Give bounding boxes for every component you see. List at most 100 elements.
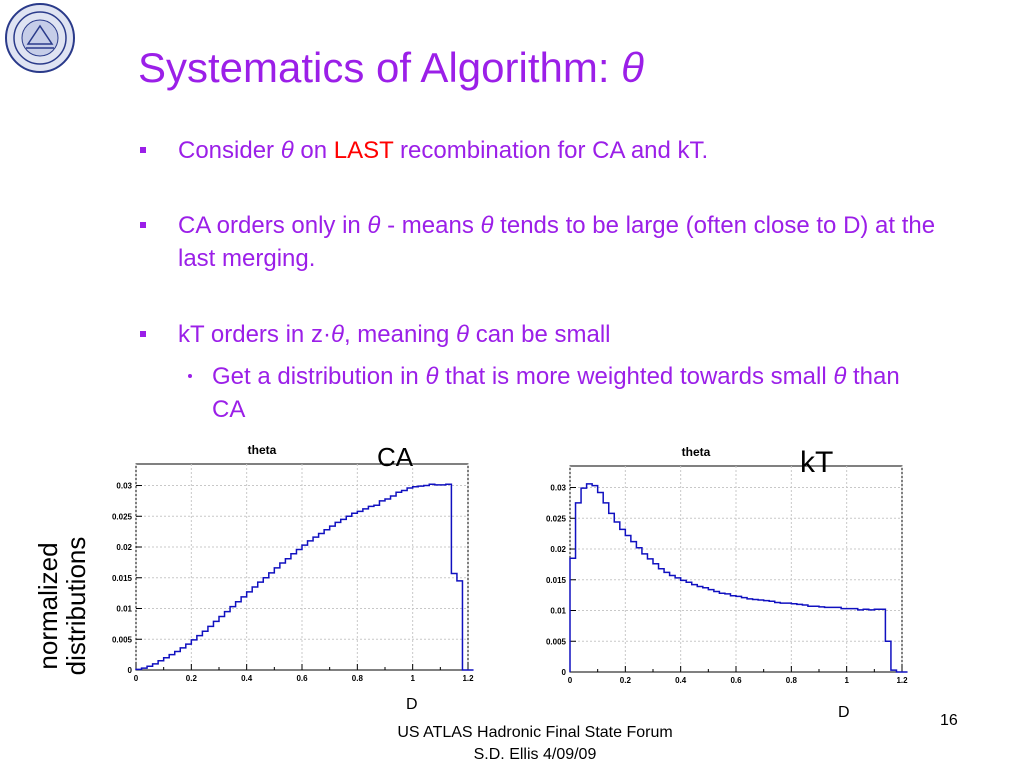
ca-histogram-bin	[396, 492, 402, 670]
ca-y-tick-label: 0	[128, 666, 133, 675]
kt-y-tick-label: 0.02	[550, 545, 566, 554]
ca-histogram-bin	[247, 592, 253, 670]
ca-x-tick-label: 0	[134, 674, 139, 683]
kt-histogram-bin	[725, 594, 731, 672]
kt-histogram-bin	[841, 609, 847, 672]
kt-histogram-bin	[653, 564, 659, 672]
kt-histogram-bin	[808, 606, 814, 672]
kt-histogram-bin	[581, 488, 587, 672]
highlight-text: LAST	[333, 137, 394, 164]
ca-histogram-bin	[363, 509, 369, 670]
ca-histogram-bin	[335, 522, 341, 670]
kt-d-marker-label: D	[838, 704, 850, 721]
ca-histogram-bin	[424, 486, 430, 670]
ca-histogram-bin	[274, 568, 280, 670]
kt-histogram-bin	[670, 575, 676, 672]
bullet-text-part: tends to be large (often close to D) at …	[178, 212, 936, 272]
kt-histogram-bin	[769, 601, 775, 672]
kt-caption: kT	[800, 446, 834, 479]
kt-title: theta	[682, 445, 711, 459]
footer-line: US ATLAS Hadronic Final State Forum	[397, 724, 673, 741]
kt-histogram-bin	[836, 607, 842, 672]
theta-symbol: θ	[330, 321, 344, 348]
kt-histogram-bin	[675, 578, 681, 672]
ca-y-tick-label: 0.025	[112, 512, 133, 521]
ca-histogram-bin	[435, 485, 441, 670]
kt-x-tick-label: 1	[844, 676, 849, 685]
ca-y-tick-label: 0.015	[112, 574, 133, 583]
kt-histogram-bin	[631, 542, 637, 672]
theta-symbol: θ	[367, 212, 381, 239]
kt-x-tick-label: 0.2	[620, 676, 632, 685]
kt-histogram-bin	[697, 587, 703, 672]
ca-histogram-bin	[451, 573, 457, 670]
kt-y-tick-label: 0.015	[546, 576, 567, 585]
kt-histogram-bin	[819, 607, 825, 672]
kt-histogram-bin	[620, 529, 626, 672]
ca-histogram-bin	[164, 658, 170, 670]
ca-histogram-bin	[236, 602, 242, 670]
ca-histogram-bin	[225, 612, 231, 670]
title-theta-symbol: θ	[621, 44, 644, 91]
kt-histogram-bin	[692, 585, 698, 672]
bullet-text-part: , meaning	[343, 321, 457, 348]
ca-histogram-bin	[308, 541, 314, 670]
ca-histogram-bin	[413, 487, 419, 670]
ca-y-tick-label: 0.005	[112, 635, 133, 644]
ca-histogram-bin	[197, 636, 203, 670]
kt-plot-frame	[569, 465, 903, 673]
kt-histogram-bin	[791, 604, 797, 672]
kt-histogram-bin	[708, 590, 714, 672]
kt-histogram-bin	[802, 605, 808, 672]
ca-histogram-bin	[324, 530, 330, 670]
ca-histogram-bin	[219, 617, 225, 670]
ca-histogram-bin	[263, 578, 269, 670]
kt-histogram-bin	[647, 559, 653, 672]
bullet-text-part: - means	[380, 212, 481, 239]
kt-histogram-bin	[858, 610, 864, 672]
kt-x-tick-label: 0	[568, 676, 573, 685]
kt-histogram-bin	[598, 492, 604, 672]
ca-histogram-bin	[385, 499, 391, 670]
ca-histogram-bin	[158, 661, 164, 670]
ca-y-tick-label: 0.02	[116, 543, 132, 552]
ca-histogram-bin	[186, 644, 192, 670]
ca-histogram-bin	[341, 519, 347, 670]
ca-histogram-bin	[191, 640, 197, 670]
kt-histogram-bin	[753, 599, 759, 672]
kt-x-tick-label: 1.2	[896, 676, 908, 685]
kt-histogram-bin	[797, 604, 803, 672]
ca-y-tick-label: 0.03	[116, 482, 132, 491]
ca-histogram-bin	[285, 559, 291, 670]
theta-symbol: θ	[425, 363, 439, 390]
kt-histogram-bin	[847, 609, 853, 672]
kt-histogram-bin	[780, 603, 786, 672]
kt-histogram-bin	[852, 609, 858, 672]
kt-histogram-bin	[874, 609, 880, 672]
ca-x-tick-label: 0.8	[352, 674, 364, 683]
y-axis-label: normalized distributions	[33, 496, 91, 716]
ca-histogram-bin	[368, 506, 374, 670]
footer: US ATLAS Hadronic Final State Forum S.D.…	[300, 722, 770, 766]
slide-title: Systematics of Algorithm: θ	[138, 44, 644, 92]
ca-histogram-bin	[319, 533, 325, 670]
ca-histogram-bin	[440, 485, 446, 670]
kt-histogram-bin	[764, 601, 770, 672]
kt-histogram-bin	[885, 641, 891, 672]
ca-histogram-bin	[153, 664, 159, 670]
kt-histogram-bin	[703, 588, 709, 672]
bullet-text-part: CA orders only in	[178, 212, 368, 239]
ca-histogram-bin	[346, 516, 352, 670]
ca-histogram-bin	[180, 648, 186, 670]
kt-histogram-bin	[736, 596, 742, 672]
theta-symbol: θ	[833, 363, 847, 390]
kt-y-tick-label: 0	[562, 668, 567, 677]
bullet-text: CA orders only in θ - means θ tends to b…	[178, 209, 948, 275]
kt-histogram-bin	[642, 554, 648, 672]
bullet-marker	[140, 147, 146, 153]
page-number: 16	[940, 712, 958, 729]
ca-histogram-chart: theta 0 0.2 0.4 0.6 0.8 1 1.2 0 0.005 0.01 0.015 0.0…	[112, 443, 474, 683]
ca-title: theta	[248, 443, 277, 457]
kt-histogram-bin	[869, 610, 875, 672]
bullet-text: Consider θ on LAST recombination for CA …	[178, 134, 948, 167]
